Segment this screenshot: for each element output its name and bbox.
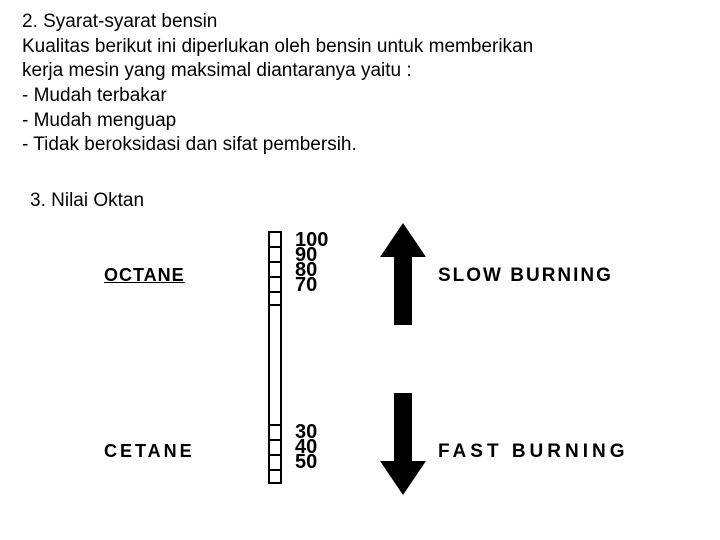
arrow-down-icon — [380, 461, 426, 495]
scale-num-70: 70 — [295, 278, 317, 293]
up-arrow — [380, 223, 426, 325]
section2-bullet2: - Mudah menguap — [22, 109, 533, 134]
section3-heading: 3. Nilai Oktan — [30, 190, 144, 212]
slow-burning-label: SLOW BURNING — [438, 265, 613, 287]
octane-label: OCTANE — [104, 265, 185, 286]
section2-bullet1: - Mudah terbakar — [22, 84, 533, 109]
fast-burning-label: FAST BURNING — [438, 441, 629, 463]
octane-diagram: OCTANE CETANE 100 90 80 70 30 40 50 SLOW… — [90, 225, 630, 515]
section2-heading: 2. Syarat-syarat bensin — [22, 10, 533, 35]
section2-intro-l1: Kualitas berikut ini diperlukan oleh ben… — [22, 35, 533, 60]
section2-intro-l2: kerja mesin yang maksimal diantaranya ya… — [22, 59, 533, 84]
arrow-up-icon — [380, 223, 426, 257]
down-arrow — [380, 393, 426, 495]
scale-num-50: 50 — [295, 455, 317, 470]
cetane-label: CETANE — [104, 441, 195, 462]
section2-bullet3: - Tidak beroksidasi dan sifat pembersih. — [22, 133, 533, 158]
section2-text: 2. Syarat-syarat bensin Kualitas berikut… — [22, 10, 533, 158]
scale-column — [268, 231, 282, 484]
